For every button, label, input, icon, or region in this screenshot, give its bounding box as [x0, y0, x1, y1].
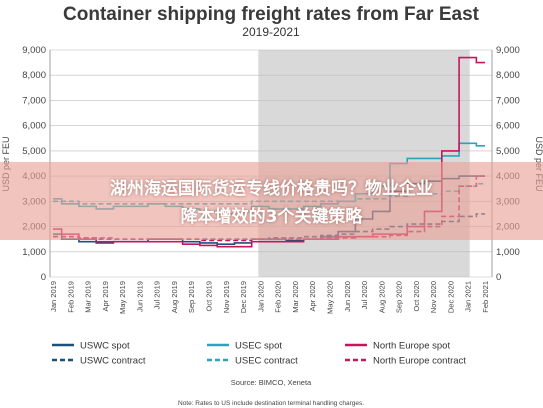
y-tick-label-right: 8,000: [496, 70, 520, 81]
chart-title: Container shipping freight rates from Fa…: [63, 4, 480, 25]
x-tick-label: Dec 2019: [239, 281, 248, 313]
banner-text-line-2: 降本增效的3个关键策略: [180, 207, 363, 227]
x-tick-label: Apr 2019: [101, 281, 110, 311]
y-tick-label-right: 0: [496, 272, 501, 283]
x-tick-label: May 2019: [118, 281, 127, 314]
banner-text-line-1: 湖州海运国际货运专线价格贵吗？物业企业: [110, 179, 433, 199]
footnote: Note: Rates to US include destination te…: [178, 400, 364, 407]
x-tick-label: Jan 2020: [256, 281, 265, 312]
x-tick-label: Oct 2020: [412, 281, 421, 311]
legend-label: North Europe spot: [373, 341, 450, 352]
x-tick-label: Aug 2019: [170, 281, 179, 313]
legend-label: USEC spot: [235, 341, 282, 352]
y-tick-label-left: 0: [41, 272, 46, 283]
y-tick-label-right: 7,000: [496, 95, 520, 106]
y-tick-label-left: 1,000: [22, 247, 46, 258]
x-tick-label: Mar 2020: [291, 281, 300, 313]
x-tick-label: Oct 2019: [205, 281, 214, 311]
x-tick-label: Nov 2020: [429, 281, 438, 313]
y-tick-label-right: 5,000: [496, 146, 520, 157]
x-tick-label: Jan 2019: [49, 281, 58, 312]
x-tick-label: Jun 2019: [135, 281, 144, 312]
x-tick-label: Feb 2019: [66, 281, 75, 313]
legend: USWC spot USEC spot North Europe spot USWC …: [52, 341, 466, 367]
x-tick-label: Nov 2019: [222, 281, 231, 313]
x-tick-label: Jun 2020: [343, 281, 352, 312]
y-tick-label-right: 6,000: [496, 121, 520, 132]
legend-label: USEC contract: [235, 356, 298, 367]
x-tick-label: Jan 2021: [464, 281, 473, 312]
y-tick-label-right: 1,000: [496, 247, 520, 258]
x-tick-label: Jul 2020: [360, 281, 369, 309]
x-tick-label: Feb 2020: [274, 281, 283, 313]
x-tick-label: Dec 2020: [446, 281, 455, 313]
x-tick-label: Aug 2020: [377, 281, 386, 313]
y-tick-label-right: 9,000: [496, 45, 520, 56]
x-tick-label: Apr 2020: [308, 281, 317, 311]
legend-label: USWC spot: [80, 341, 130, 352]
y-tick-label-left: 8,000: [22, 70, 46, 81]
y-tick-label-left: 7,000: [22, 95, 46, 106]
y-tick-label-left: 9,000: [22, 45, 46, 56]
y-tick-label-left: 5,000: [22, 146, 46, 157]
legend-label: USWC contract: [80, 356, 146, 367]
y-tick-label-left: 6,000: [22, 121, 46, 132]
source-note: Source: BIMCO, Xeneta: [231, 378, 312, 387]
x-tick-label: Sep 2020: [395, 281, 404, 313]
x-tick-label: Sep 2019: [187, 281, 196, 313]
x-tick-label: Jul 2019: [153, 281, 162, 309]
x-tick-label: May 2020: [325, 281, 334, 314]
banner-overlay: [0, 162, 543, 240]
chart-subtitle: 2019-2021: [242, 25, 300, 39]
x-tick-label: Mar 2019: [84, 281, 93, 313]
legend-label: North Europe contract: [373, 356, 466, 367]
x-tick-label: Feb 2021: [481, 281, 490, 313]
